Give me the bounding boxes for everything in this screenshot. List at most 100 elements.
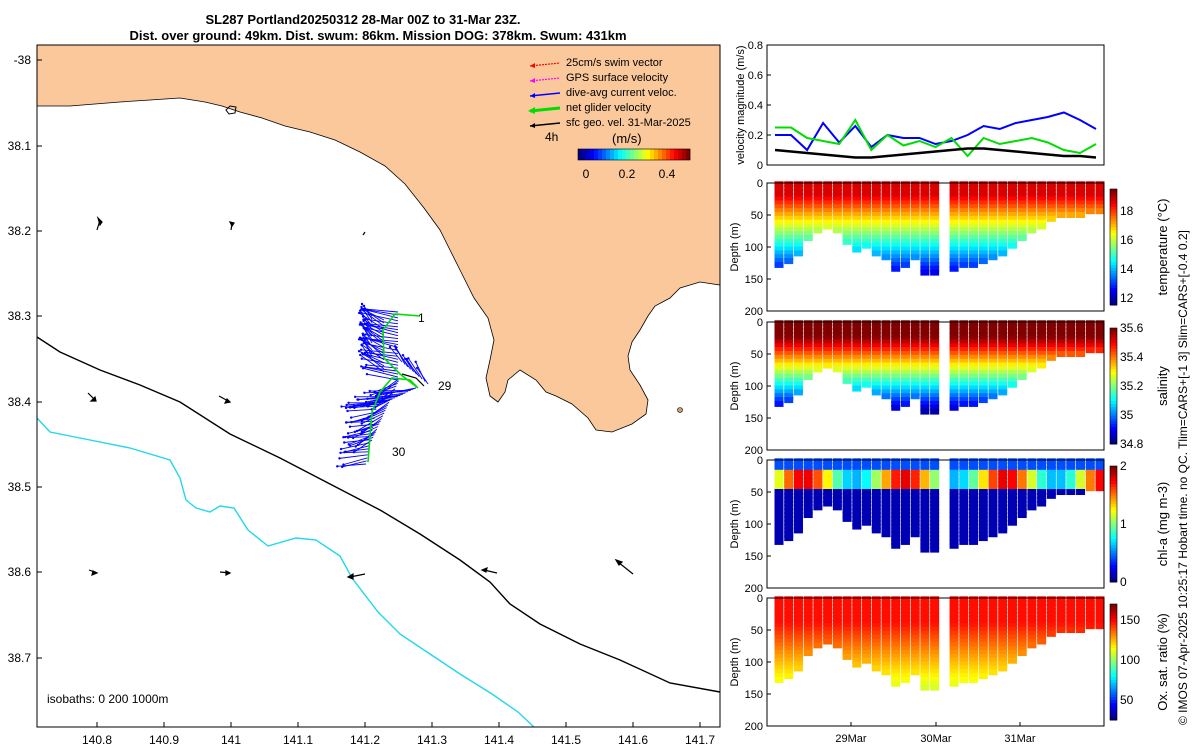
map-x-tick: 141.6 bbox=[618, 733, 648, 747]
day-label-1: 1 bbox=[418, 311, 425, 325]
velocity-y-tick: 0.6 bbox=[748, 70, 763, 82]
day-label-29: 29 bbox=[438, 379, 452, 393]
map-y-tick: 38.3 bbox=[8, 309, 32, 323]
map-x-tick: 141.2 bbox=[350, 733, 380, 747]
depth-tick: 0 bbox=[757, 178, 763, 190]
profile-panel-1: 0 50 100 150 200 Depth (m) 12 14 16 18 temperature… bbox=[729, 178, 1170, 318]
depth-axis-label: Depth (m) bbox=[729, 362, 741, 411]
isobath-1000m bbox=[36, 417, 535, 728]
depth-tick: 0 bbox=[757, 455, 763, 467]
depth-tick: 200 bbox=[745, 306, 763, 318]
depth-tick: 0 bbox=[757, 593, 763, 605]
depth-tick: 200 bbox=[745, 445, 763, 457]
colorbar-label: salinity bbox=[1155, 366, 1170, 406]
map-cbar-tick-0: 0 bbox=[583, 167, 590, 181]
time-step-label: 4h bbox=[545, 130, 558, 144]
velocity-series-line bbox=[775, 118, 1097, 158]
map-x-tick: 141 bbox=[221, 733, 241, 747]
velocity-y-tick: 0.8 bbox=[748, 40, 763, 52]
map-cbar-tick-1: 0.2 bbox=[619, 167, 636, 181]
map-legend: 25cm/s swim vector GPS surface velocity … bbox=[528, 57, 691, 181]
colorbar-tick: 16 bbox=[1120, 233, 1134, 247]
map-x-tick: 141.5 bbox=[551, 733, 581, 747]
sfc-track bbox=[401, 373, 425, 387]
depth-tick: 0 bbox=[757, 317, 763, 329]
legend-dive-avg: dive-avg current veloc. bbox=[566, 87, 677, 99]
profile-panel-2: 0 50 100 150 200 Depth (m) 34.8 35 35.2 35.4 35.6 s… bbox=[729, 317, 1170, 457]
glider-track bbox=[367, 313, 421, 463]
sfc-geo-vectors bbox=[87, 215, 634, 580]
colorbar-tick: 34.8 bbox=[1120, 437, 1144, 451]
depth-tick: 100 bbox=[745, 381, 763, 393]
time-tick: 31Mar bbox=[1004, 733, 1036, 745]
glider-current-vectors bbox=[336, 302, 429, 469]
map-colorbar bbox=[577, 148, 691, 161]
day-label-30: 30 bbox=[392, 445, 406, 459]
colorbar-4: 50 100 150 bbox=[1109, 603, 1140, 721]
map-x-tick: 140.9 bbox=[149, 733, 179, 747]
colorbar-tick: 1 bbox=[1120, 517, 1127, 531]
time-axis: 29Mar 30Mar 31Mar bbox=[835, 722, 1036, 745]
map-x-tick: 141.1 bbox=[283, 733, 313, 747]
colorbar-tick: 100 bbox=[1120, 653, 1140, 667]
depth-tick: 200 bbox=[745, 583, 763, 595]
title-line-2: Dist. over ground: 49km. Dist. swum: 86k… bbox=[129, 28, 626, 43]
map-y-tick: 38.1 bbox=[8, 139, 32, 153]
map-cbar-tick-2: 0.4 bbox=[659, 167, 676, 181]
map-colorbar-title: (m/s) bbox=[612, 131, 642, 146]
title-line-1: SL287 Portland20250312 28-Mar 00Z to 31-… bbox=[205, 12, 520, 27]
depth-axis-label: Depth (m) bbox=[729, 223, 741, 272]
legend-net-glider: net glider velocity bbox=[566, 102, 651, 114]
depth-tick: 150 bbox=[745, 551, 763, 563]
map-y-tick: 38.7 bbox=[8, 651, 32, 665]
isobath-200m bbox=[36, 336, 721, 693]
depth-tick: 200 bbox=[745, 721, 763, 733]
velocity-y-tick: 0.4 bbox=[748, 100, 763, 112]
colorbar-tick: 12 bbox=[1120, 291, 1134, 305]
depth-tick: 100 bbox=[745, 519, 763, 531]
map-y-tick: 38.5 bbox=[8, 480, 32, 494]
time-tick: 29Mar bbox=[835, 733, 867, 745]
map-x-tick: 141.3 bbox=[417, 733, 447, 747]
legend-sfc-geo: sfc geo. vel. 31-Mar-2025 bbox=[566, 117, 691, 129]
depth-tick: 50 bbox=[751, 349, 763, 361]
depth-tick: 150 bbox=[745, 274, 763, 286]
map-x-tick: 140.8 bbox=[82, 733, 112, 747]
colorbar-label: Ox. sat. ratio (%) bbox=[1155, 613, 1170, 711]
map-y-tick: 38.2 bbox=[8, 224, 32, 238]
colorbar-tick: 35 bbox=[1120, 408, 1134, 422]
profile-points bbox=[774, 320, 1105, 415]
map-panel: 1 29 30 140.8 140.9 141 141.1 141.2 141.3 141.… bbox=[8, 44, 721, 747]
colorbar-label: temperature (°C) bbox=[1155, 199, 1170, 296]
map-y-tick: 38.6 bbox=[8, 565, 32, 579]
velocity-y-tick: 0.2 bbox=[748, 130, 763, 142]
legend-gps: GPS surface velocity bbox=[566, 72, 669, 84]
colorbar-tick: 18 bbox=[1120, 204, 1134, 218]
depth-tick: 100 bbox=[745, 242, 763, 254]
depth-tick: 150 bbox=[745, 413, 763, 425]
isobath-label: isobaths: 0 200 1000m bbox=[47, 692, 168, 706]
colorbar-tick: 14 bbox=[1120, 262, 1134, 276]
velocity-series-line bbox=[775, 111, 1097, 152]
colorbar-3: 0 1 2 bbox=[1109, 459, 1127, 589]
footer-note: © IMOS 07-Apr-2025 10:25:17 Hobart time.… bbox=[1176, 230, 1190, 725]
map-x-axis: 140.8 140.9 141 141.1 141.2 141.3 141.4 141.5 14… bbox=[82, 722, 715, 747]
time-tick: 30Mar bbox=[920, 733, 952, 745]
map-x-tick: 141.4 bbox=[484, 733, 514, 747]
colorbar-tick: 2 bbox=[1120, 459, 1127, 473]
colorbar-2: 34.8 35 35.2 35.4 35.6 bbox=[1109, 321, 1144, 451]
map-y-tick: -38 bbox=[14, 53, 32, 67]
depth-tick: 100 bbox=[745, 657, 763, 669]
legend-swim: 25cm/s swim vector bbox=[566, 57, 663, 69]
profile-panel-3: 0 50 100 150 200 Depth (m) 0 1 2 chl-a (mg m-3) bbox=[729, 455, 1170, 595]
colorbar-tick: 50 bbox=[1120, 693, 1134, 707]
colorbar-tick: 35.6 bbox=[1120, 321, 1144, 335]
profile-points bbox=[774, 181, 1105, 276]
colorbar-1: 12 14 16 18 bbox=[1109, 188, 1134, 306]
map-y-tick: 38.4 bbox=[8, 395, 32, 409]
map-x-tick: 141.7 bbox=[685, 733, 715, 747]
colorbar-tick: 35.2 bbox=[1120, 379, 1144, 393]
